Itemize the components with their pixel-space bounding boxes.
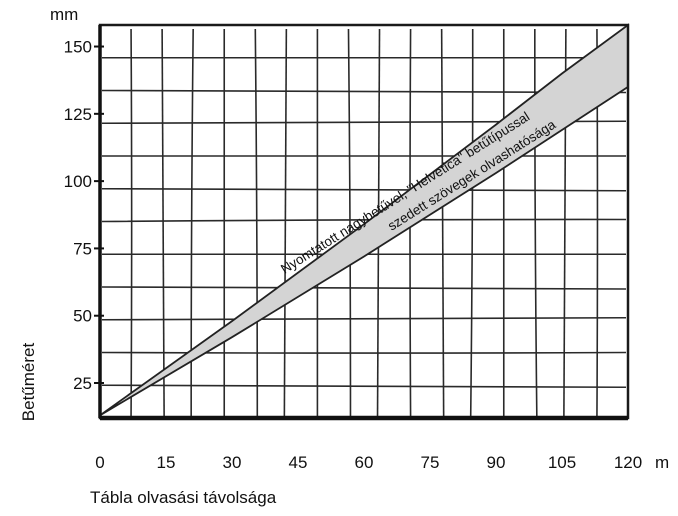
x-tick-label: 75 bbox=[421, 453, 440, 472]
x-tick-label: 30 bbox=[223, 453, 242, 472]
grid-line-horizontal bbox=[102, 287, 626, 289]
grid-line-vertical bbox=[162, 29, 164, 416]
x-axis-title: Tábla olvasási távolsága bbox=[90, 488, 277, 507]
y-unit-label: mm bbox=[50, 5, 78, 24]
y-tick-label: 100 bbox=[64, 172, 92, 191]
grid-line-vertical bbox=[131, 29, 132, 416]
x-tick-label: 0 bbox=[95, 453, 104, 472]
grid-line-vertical bbox=[284, 29, 286, 416]
y-tick-label: 50 bbox=[73, 307, 92, 326]
x-tick-label: 90 bbox=[487, 453, 506, 472]
x-tick-label: 45 bbox=[289, 453, 308, 472]
y-tick-label: 25 bbox=[73, 374, 92, 393]
grid-line-horizontal bbox=[102, 318, 626, 320]
x-tick-label: 120 bbox=[614, 453, 642, 472]
y-tick-label: 125 bbox=[64, 105, 92, 124]
band-annotation-line1: Nyomtatott nagybetűvel, "Helvetica" betű… bbox=[278, 109, 532, 277]
x-tick-label: 60 bbox=[355, 453, 374, 472]
grid-line-horizontal bbox=[102, 353, 626, 354]
grid-line-vertical bbox=[471, 29, 473, 416]
grid-line-horizontal bbox=[102, 385, 626, 387]
grid-line-horizontal bbox=[102, 189, 626, 191]
grid-line-vertical bbox=[535, 29, 537, 416]
grid-line-vertical bbox=[442, 29, 444, 416]
x-unit-label: m bbox=[655, 453, 669, 472]
y-tick-label: 75 bbox=[73, 239, 92, 258]
grid-line-vertical bbox=[255, 29, 257, 416]
y-tick-label: 150 bbox=[64, 38, 92, 57]
x-tick-label: 105 bbox=[548, 453, 576, 472]
x-tick-label: 15 bbox=[157, 453, 176, 472]
y-axis-title: Betűméret bbox=[19, 343, 38, 422]
